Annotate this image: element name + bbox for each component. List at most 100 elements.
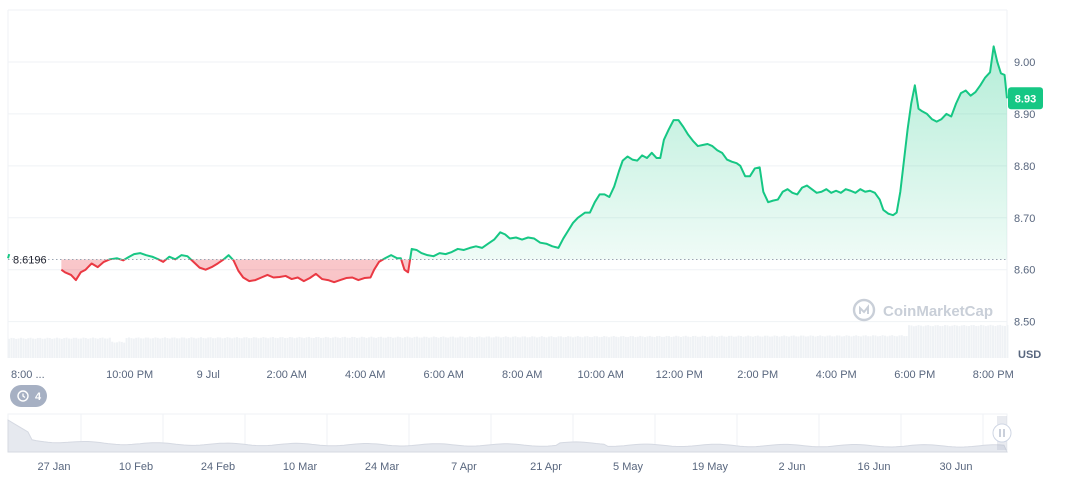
x-tick-label: 4:00 AM [345, 369, 385, 381]
volume-bar [288, 337, 291, 358]
volume-bar [444, 337, 447, 358]
volume-bar [334, 336, 337, 358]
history-badge[interactable]: 4 [10, 385, 47, 407]
volume-bar [372, 337, 375, 358]
volume-bar [723, 336, 726, 358]
volume-bar [648, 335, 651, 358]
volume-bar [495, 336, 498, 358]
volume-bar [646, 336, 649, 358]
price-line-up [7, 253, 11, 259]
y-tick-label: 9.00 [1014, 57, 1035, 69]
volume-bar [689, 336, 692, 358]
volume-bar [596, 336, 598, 358]
volume-bar [298, 336, 301, 358]
area-fill-up [61, 46, 1007, 260]
volume-bar [29, 337, 32, 358]
volume-bar [903, 336, 906, 358]
navigator-x-tick-label: 19 May [692, 461, 729, 473]
volume-bar [267, 338, 270, 358]
y-tick-label: 8.80 [1014, 161, 1035, 173]
volume-bar [240, 338, 243, 358]
volume-bar [48, 338, 51, 358]
volume-bar [137, 337, 140, 358]
volume-bar [329, 338, 332, 358]
volume-bar [449, 336, 452, 358]
volume-bar [795, 336, 798, 358]
volume-bar [612, 335, 615, 358]
volume-bar [893, 335, 896, 358]
navigator-x-tick-label: 27 Jan [37, 461, 70, 473]
volume-bar [468, 336, 471, 358]
volume-bar [173, 337, 176, 358]
area-fill-down [61, 259, 411, 283]
volume-bar [257, 338, 260, 358]
volume-bar [490, 337, 493, 358]
volume-bar [336, 337, 339, 358]
volume-bar [94, 338, 97, 358]
volume-bar [360, 336, 363, 358]
volume-bar [708, 336, 711, 358]
volume-bar [620, 336, 622, 358]
volume-bar [274, 337, 277, 358]
volume-bar [459, 336, 462, 358]
volume-bar [982, 325, 985, 358]
volume-bar [310, 337, 313, 358]
volume-bar [696, 336, 699, 358]
volume-bar [555, 337, 558, 358]
volume-bar [99, 337, 102, 358]
volume-bar [82, 337, 85, 358]
volume-bar [730, 335, 733, 358]
volume-bar [394, 337, 397, 358]
volume-bar [874, 335, 877, 358]
volume-bar [245, 337, 248, 358]
volume-bar [706, 336, 709, 358]
volume-bar [545, 337, 548, 358]
volume-bar [711, 335, 714, 358]
volume-bar [154, 337, 157, 358]
volume-bar [144, 337, 147, 358]
volume-bar [622, 336, 625, 358]
volume-bar [216, 337, 219, 358]
volume-bar [579, 336, 582, 358]
volume-bar [963, 324, 966, 358]
volume-bar [876, 336, 879, 358]
volume-bar [684, 335, 687, 358]
volume-bar [886, 336, 889, 358]
volume-bar [389, 336, 392, 358]
volume-bar [584, 336, 586, 358]
volume-bar [879, 335, 882, 358]
volume-bar [737, 335, 740, 358]
navigator-x-tick-label: 24 Feb [201, 461, 235, 473]
volume-bar [380, 336, 382, 358]
volume-bar [77, 338, 80, 358]
navigator-x-tick-label: 24 Mar [365, 461, 400, 473]
volume-bar [221, 338, 224, 358]
current-price-label: 8.93 [1015, 93, 1036, 105]
volume-bar [713, 336, 716, 358]
volume-bar [123, 342, 126, 358]
volume-bar [812, 335, 814, 358]
volume-bar [161, 337, 164, 358]
volume-bar [538, 336, 541, 358]
volume-bar [303, 338, 306, 358]
volume-bar [716, 336, 718, 358]
volume-bar [747, 335, 750, 358]
volume-bar [641, 336, 644, 358]
volume-bar [87, 338, 90, 358]
watermark-text: CoinMarketCap [883, 303, 993, 320]
volume-bar [168, 338, 171, 358]
volume-bar [454, 337, 457, 358]
volume-bar [996, 325, 999, 358]
volume-bar [852, 335, 855, 358]
volume-bar [740, 335, 742, 358]
volume-bar [816, 335, 819, 358]
volume-bar [92, 337, 94, 358]
volume-bar [466, 337, 469, 358]
volume-bar [396, 336, 399, 358]
drag-handle-icon[interactable] [992, 423, 1012, 443]
volume-bar [80, 338, 82, 358]
x-tick-label: 8:00 AM [502, 369, 542, 381]
volume-bar [574, 336, 577, 358]
